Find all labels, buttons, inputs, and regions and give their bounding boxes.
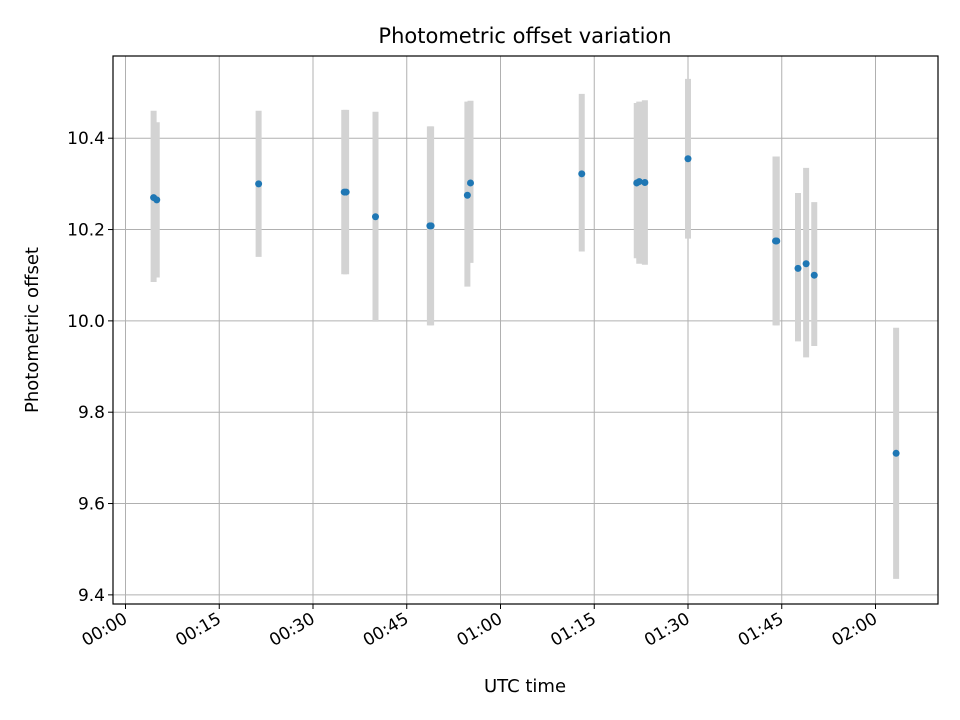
data-point xyxy=(684,155,692,163)
data-point xyxy=(794,264,802,272)
y-tick-label: 9.8 xyxy=(78,403,105,423)
x-tick-label: 00:30 xyxy=(266,609,318,651)
x-axis-label: UTC time xyxy=(484,676,566,697)
data-point xyxy=(427,222,435,230)
data-point xyxy=(463,191,471,199)
x-tick-label: 01:30 xyxy=(641,609,693,651)
data-point xyxy=(342,188,350,196)
data-point xyxy=(467,179,474,187)
y-axis-label: Photometric offset xyxy=(22,247,43,413)
data-points xyxy=(150,155,900,457)
data-point xyxy=(578,170,586,178)
x-tick-label: 00:00 xyxy=(79,609,131,651)
x-axis-ticks: 00:00 00:15 00:30 00:45 01:00 01:15 01:30 01:45… xyxy=(79,604,881,651)
data-point xyxy=(372,213,379,221)
x-tick-label: 02:00 xyxy=(829,609,881,651)
x-tick-label: 00:45 xyxy=(360,609,412,651)
data-point xyxy=(810,271,818,279)
data-point xyxy=(255,180,263,188)
x-tick-label: 01:15 xyxy=(547,609,599,651)
x-tick-label: 01:45 xyxy=(735,609,787,651)
plot-frame xyxy=(112,55,939,605)
data-point xyxy=(153,196,161,204)
data-point xyxy=(892,449,900,457)
y-tick-label: 9.6 xyxy=(78,495,105,515)
y-tick-label: 9.4 xyxy=(78,586,105,606)
data-point xyxy=(802,260,810,268)
x-tick-label: 01:00 xyxy=(454,609,506,651)
x-tick-label: 00:15 xyxy=(172,609,224,651)
y-axis-ticks: 9.4 9.6 9.8 10.0 10.2 10.4 xyxy=(67,129,113,606)
y-tick-label: 10.0 xyxy=(67,312,105,332)
data-point xyxy=(773,237,781,245)
chart-title: Photometric offset variation xyxy=(378,24,671,48)
data-point xyxy=(641,178,649,186)
y-tick-label: 10.4 xyxy=(67,129,105,149)
y-tick-label: 10.2 xyxy=(67,221,105,241)
data-point xyxy=(635,178,643,186)
